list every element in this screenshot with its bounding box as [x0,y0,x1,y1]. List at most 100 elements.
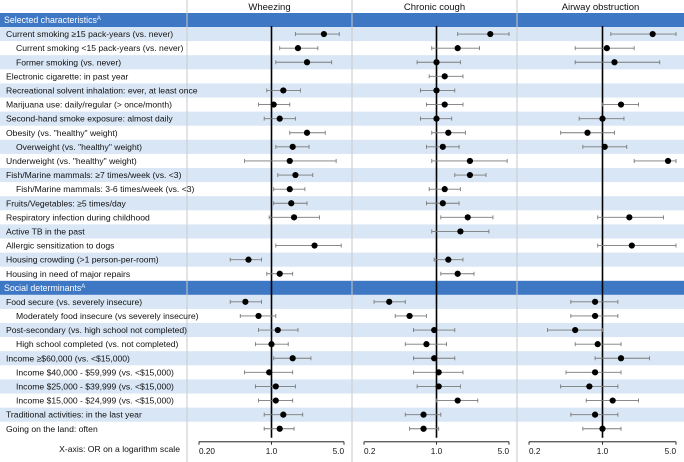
estimate-point [445,256,452,263]
row-stripe [0,111,684,126]
row-label: Fruits/Vegetables: ≥5 times/day [6,198,127,208]
estimate-point [591,369,599,376]
estimate-point [276,425,283,432]
row-stripe [0,196,684,211]
estimate-point [292,171,299,179]
row-stripe [0,407,684,422]
estimate-point [439,143,446,150]
estimate-point [280,87,287,94]
row-stripe [0,83,684,98]
estimate-point [594,341,601,348]
row-stripe [0,252,684,267]
estimate-point [420,425,427,432]
estimate-point [599,425,606,432]
estimate-point [599,115,606,122]
row-label: Obesity (vs. "healthy" weight) [6,128,118,138]
row-label: Income $15,000 - $24,999 (vs. <$15,000) [16,396,174,406]
row-label: Going on the land: often [6,424,98,434]
row-label: Income $40,000 - $59,999 (vs. <$15,000) [16,367,174,377]
estimate-point [572,326,579,334]
row-label: Post-secondary (vs. high school not comp… [6,325,187,335]
estimate-point [603,45,610,52]
estimate-point [591,312,599,320]
row-label: Moderately food insecure (vs severely in… [16,311,199,321]
estimate-point [276,115,283,122]
estimate-point [435,369,442,376]
row-label: Housing crowding (>1 person-per-room) [6,255,159,265]
row-label: Housing in need of major repairs [6,269,130,279]
row-label: Income ≥$60,000 (vs. <$15,000) [6,353,130,363]
row-label: Current smoking ≥15 pack-years (vs. neve… [6,29,173,39]
row-stripe [0,351,684,366]
section-title-superscript: A [81,284,85,290]
row-label: Overweight (vs. "healthy" weight) [16,142,142,152]
estimate-point [290,214,298,221]
row-label: Former smoking (vs. never) [16,57,121,67]
x-axis-caption: X-axis: OR on a logarithm scale [59,444,180,454]
estimate-point [487,30,494,38]
estimate-point [245,256,252,263]
row-label: High school completed (vs. not completed… [16,339,179,349]
row-stripe [0,323,684,338]
section-title: Social determinantsA [4,283,85,293]
estimate-point [617,101,625,108]
estimate-point [609,397,616,404]
estimate-point [272,397,279,404]
row-label: Fish/Marine mammals: ≥7 times/week (vs. … [6,170,182,180]
estimate-point [591,298,599,305]
estimate-point [311,242,318,249]
estimate-point [435,383,442,390]
estimate-point [611,59,618,66]
row-label: Food secure (vs. severely insecure) [6,297,142,307]
estimate-point [272,383,279,390]
row-label: Allergic sensitization to dogs [6,241,114,251]
estimate-point [591,411,599,418]
row-label: Active TB in the past [6,226,85,236]
estimate-point [423,341,430,348]
row-label: Traditional activities: in the last year [6,410,142,420]
x-tick-label: 5.0 [498,447,510,456]
estimate-point [303,59,311,66]
estimate-point [433,115,440,122]
row-stripe [0,168,684,183]
estimate-point [584,129,591,136]
x-tick-label: 5.0 [333,447,345,456]
estimate-point [406,312,413,320]
estimate-point [457,228,464,235]
row-stripe [0,139,684,154]
estimate-point [274,326,281,334]
estimate-point [664,157,672,165]
estimate-point [431,355,438,362]
panel-title: Airway obstruction [562,2,640,13]
estimate-point [454,270,461,277]
estimate-point [280,411,287,418]
estimate-point [266,369,273,376]
estimate-point [286,186,293,193]
estimate-point [433,59,440,66]
row-stripe [0,27,684,42]
estimate-point [441,73,448,80]
x-tick-label: 0.20 [199,447,215,456]
row-label: Income $25,000 - $39,999 (vs. <$15,000) [16,381,174,391]
x-tick-label: 1.0 [597,447,609,456]
estimate-point [242,298,249,305]
section-title: Selected characteristicsA [4,15,101,25]
estimate-point [466,171,474,179]
estimate-point [386,298,393,305]
estimate-point [431,326,438,334]
estimate-point [586,383,593,390]
row-label: Current smoking <15 pack-years (vs. neve… [16,43,184,53]
row-stripe [0,379,684,394]
estimate-point [441,186,448,193]
row-stripe [0,224,684,239]
estimate-point [289,355,296,362]
row-label: Marijuana use: daily/regular (> once/mon… [6,100,172,110]
estimate-point [454,45,461,52]
x-tick-label: 0.2 [364,447,376,456]
row-label: Underweight (vs. "healthy" weight) [6,156,137,166]
estimate-point [289,143,296,150]
estimate-point [466,157,474,165]
x-tick-label: 5.0 [665,447,677,456]
estimate-point [441,101,448,108]
